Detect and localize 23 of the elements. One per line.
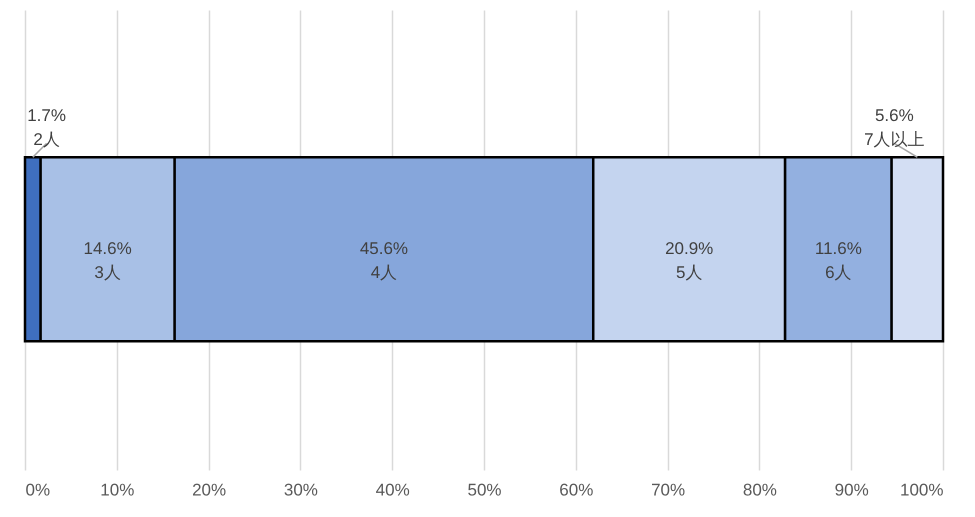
data-label: 5.6% xyxy=(874,106,914,125)
series-label: 5人 xyxy=(676,263,702,282)
x-tick-label: 10% xyxy=(100,480,134,500)
series-label: 6人 xyxy=(825,263,852,282)
x-tick-label: 50% xyxy=(467,480,502,500)
x-tick-label: 20% xyxy=(192,480,226,500)
data-label: 1.7% xyxy=(27,106,66,125)
data-label: 11.6% xyxy=(814,239,862,258)
data-label: 45.6% xyxy=(360,239,408,258)
x-tick-label: 100% xyxy=(900,480,944,500)
x-tick-label: 40% xyxy=(376,480,410,500)
x-tick-label: 60% xyxy=(559,480,594,500)
series-label: 7人以上 xyxy=(864,130,925,149)
series-label: 2人 xyxy=(33,130,60,149)
x-tick-label: 80% xyxy=(742,480,777,500)
series-label: 3人 xyxy=(94,263,121,282)
x-tick-label: 30% xyxy=(284,480,318,500)
x-tick-label: 70% xyxy=(651,480,686,500)
data-label: 14.6% xyxy=(84,239,132,258)
x-tick-label: 0% xyxy=(26,480,50,500)
series-label: 4人 xyxy=(370,263,398,282)
x-tick-label: 90% xyxy=(834,480,869,500)
data-label: 20.9% xyxy=(665,239,714,258)
